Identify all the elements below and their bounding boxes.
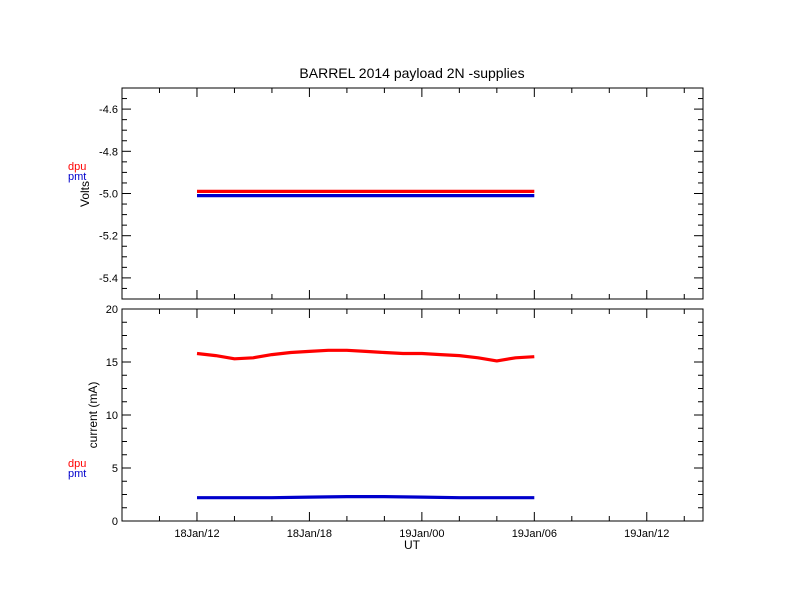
voltage-panel: -4.6 -4.8 -5.0 -5.2 -5.4 Volts dpu pmt — [68, 87, 704, 300]
voltage-y-ticks: -4.6 -4.8 -5.0 -5.2 -5.4 — [99, 87, 703, 300]
voltage-x-ticks — [121, 88, 685, 299]
y-tick-label: -4.8 — [99, 146, 118, 158]
x-tick-label: 19Jan/12 — [624, 528, 669, 540]
chart-title: BARREL 2014 payload 2N -supplies — [299, 65, 524, 81]
y-tick-label: 15 — [106, 357, 118, 369]
current-legend-pmt: pmt — [68, 468, 86, 480]
current-x-ticks: 18Jan/12 18Jan/18 19Jan/00 19Jan/06 19Jan/12 — [121, 309, 685, 540]
voltage-series — [197, 189, 535, 198]
current-y-ticks: 0 5 10 15 20 — [106, 304, 703, 528]
current-series — [196, 348, 535, 500]
y-tick-label: 10 — [106, 410, 118, 422]
y-tick-label: -4.6 — [99, 104, 118, 116]
voltage-legend-dpu: dpu — [68, 161, 86, 173]
current-legend-dpu: dpu — [68, 458, 86, 470]
series-line-pmt — [197, 495, 535, 500]
voltage-legend-pmt: pmt — [68, 171, 86, 183]
y-tick-label: 5 — [112, 463, 118, 475]
y-tick-label: 0 — [112, 516, 118, 528]
y-tick-label: -5.0 — [99, 189, 118, 201]
y-tick-label: 20 — [106, 304, 118, 316]
y-tick-label: -5.4 — [99, 273, 118, 285]
x-tick-label: 18Jan/12 — [174, 528, 219, 540]
voltage-y-axis-label: Volts — [78, 181, 92, 207]
current-y-axis-label: current (mA) — [86, 382, 100, 449]
x-tick-label: 19Jan/06 — [512, 528, 557, 540]
series-line-dpu — [196, 348, 535, 363]
x-tick-label: 18Jan/18 — [287, 528, 332, 540]
y-tick-label: -5.2 — [99, 231, 118, 243]
current-panel: 18Jan/12 18Jan/18 19Jan/00 19Jan/06 19Jan/12… — [68, 304, 704, 552]
x-tick-label: 19Jan/00 — [399, 528, 444, 540]
x-axis-label: UT — [404, 538, 421, 552]
